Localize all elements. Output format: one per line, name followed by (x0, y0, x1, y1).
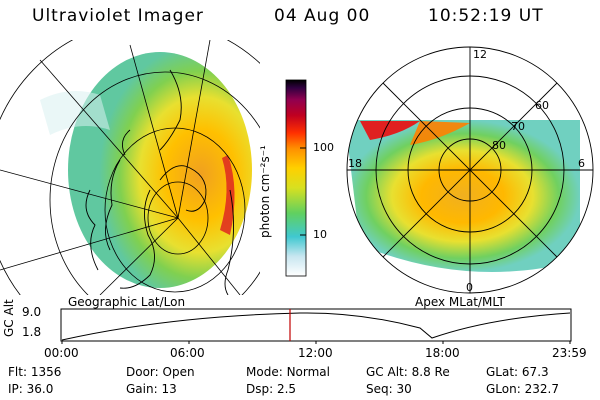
mlt-label-6: 6 (578, 157, 585, 170)
mlt-label-12: 12 (473, 48, 487, 61)
alt-plot-ylabel: GC Alt (2, 299, 16, 337)
aurora-glow (68, 52, 252, 288)
status-ip: IP: 36.0 (8, 382, 54, 396)
geographic-grid (0, 40, 260, 295)
status-dsp: Dsp: 2.5 (246, 382, 297, 396)
polar-grid (346, 46, 594, 294)
x-tick-1200: 12:00 (298, 346, 333, 360)
status-mode: Mode: Normal (246, 365, 330, 379)
right-panel-caption: Apex MLat/MLT (415, 295, 505, 309)
alt-tick-low: 1.8 (22, 325, 42, 339)
status-gc-alt: GC Alt: 8.8 Re (366, 365, 450, 379)
x-tick-1800: 18:00 (425, 346, 460, 360)
instrument-title: Ultraviolet Imager (32, 6, 204, 26)
mlt-label-0: 0 (466, 281, 473, 294)
left-panel-caption: Geographic Lat/Lon (68, 295, 186, 309)
image-time: 10:52:19 UT (428, 6, 544, 26)
colorbar-unit: photon cm⁻²s⁻¹ (258, 145, 272, 238)
geographic-image (0, 40, 260, 295)
x-tick-0000: 00:00 (44, 346, 79, 360)
x-tick-2359: 23:59 (552, 346, 587, 360)
lat-label-80: 80 (492, 139, 506, 152)
colorbar-tick-100: 100 (313, 141, 334, 154)
image-date: 04 Aug 00 (274, 6, 371, 26)
x-tick-0600: 06:00 (170, 346, 205, 360)
colorbar-tick-10: 10 (313, 228, 327, 241)
status-gain: Gain: 13 (126, 382, 177, 396)
status-glat: GLat: 67.3 (486, 365, 549, 379)
status-glon: GLon: 232.7 (486, 382, 559, 396)
alt-tick-high: 9.0 (22, 305, 42, 319)
mlt-label-18: 18 (348, 157, 362, 170)
status-door: Door: Open (126, 365, 195, 379)
lat-label-70: 70 (511, 120, 525, 133)
lat-label-60: 60 (535, 99, 549, 112)
polar-bright-region (360, 121, 420, 140)
colorbar (285, 79, 307, 277)
colorbar-scale (285, 79, 307, 277)
polar-image (346, 46, 594, 294)
aurora-bright-arc (220, 155, 235, 235)
altitude-curve (61, 312, 571, 341)
coastlines (85, 69, 234, 295)
status-seq: Seq: 30 (366, 382, 412, 396)
altitude-plot (60, 308, 572, 344)
status-flt: Flt: 1356 (8, 365, 62, 379)
polar-aurora (347, 120, 580, 272)
